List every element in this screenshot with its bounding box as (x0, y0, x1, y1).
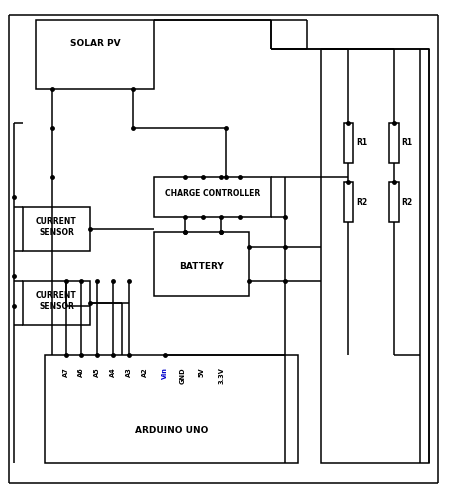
Text: CURRENT
SENSOR: CURRENT SENSOR (36, 291, 77, 311)
Text: SOLAR PV: SOLAR PV (69, 39, 120, 48)
Text: A7: A7 (62, 367, 69, 377)
Text: R2: R2 (400, 198, 412, 207)
Text: A4: A4 (110, 367, 116, 377)
Text: R2: R2 (355, 198, 367, 207)
Bar (23, 207, 90, 251)
Text: A3: A3 (125, 367, 132, 377)
Text: 3.3V: 3.3V (218, 367, 224, 384)
Bar (45, 355, 298, 463)
Text: ARDUINO UNO: ARDUINO UNO (135, 426, 208, 435)
Text: A5: A5 (94, 367, 100, 377)
Text: CURRENT
SENSOR: CURRENT SENSOR (36, 217, 77, 237)
Bar (388, 123, 398, 163)
Bar (153, 232, 248, 296)
Text: BATTERY: BATTERY (178, 262, 223, 272)
Bar (320, 49, 428, 463)
Bar (23, 281, 90, 325)
Bar (153, 177, 271, 217)
Text: R1: R1 (400, 139, 412, 147)
Text: R1: R1 (355, 139, 367, 147)
Text: A6: A6 (78, 367, 84, 377)
Bar (343, 182, 353, 222)
Bar (388, 182, 398, 222)
Text: Vin: Vin (161, 367, 168, 379)
Text: GND: GND (179, 367, 186, 384)
Bar (343, 123, 353, 163)
Bar (36, 20, 153, 89)
Text: CHARGE CONTROLLER: CHARGE CONTROLLER (165, 189, 259, 198)
Text: A2: A2 (141, 367, 147, 377)
Text: 5V: 5V (198, 367, 204, 377)
